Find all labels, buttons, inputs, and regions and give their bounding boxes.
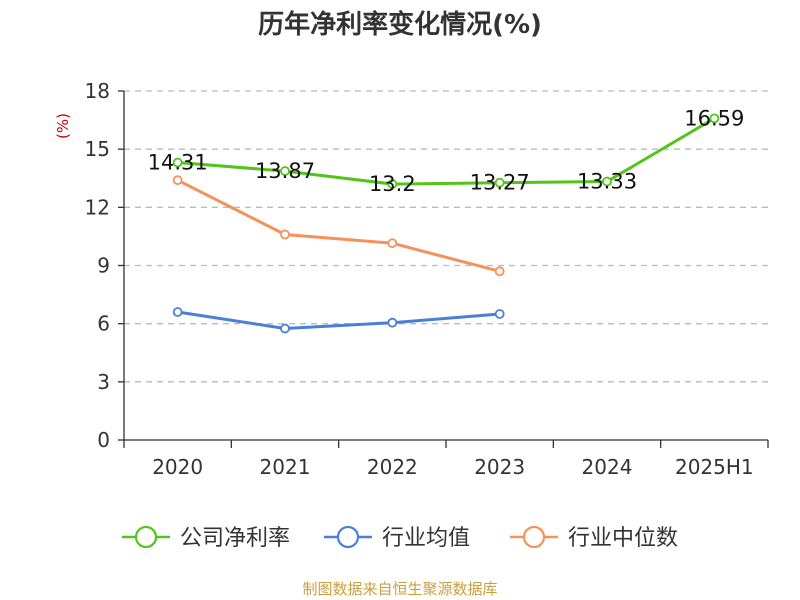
series-group	[172, 113, 720, 334]
series-point[interactable]	[709, 113, 720, 124]
series-point[interactable]	[387, 238, 398, 249]
series-line-1	[177, 310, 500, 331]
series-point[interactable]	[172, 175, 183, 186]
legend-swatch-marker	[336, 525, 360, 549]
data-label: 16.59	[684, 106, 744, 130]
chart-title: 历年净利率变化情况(%)	[258, 9, 542, 40]
series-line-0	[177, 117, 716, 186]
series-point[interactable]	[602, 176, 612, 187]
legend-item-1[interactable]: 行业均值	[324, 525, 470, 551]
legend-label: 行业中位数	[568, 526, 678, 551]
legend[interactable]: 公司净利率 行业均值 行业中位数	[122, 525, 678, 551]
data-label: 14.31	[148, 151, 208, 175]
y-tick-label: 6	[97, 312, 110, 336]
x-tick-label: 2024	[582, 455, 633, 479]
legend-swatch-marker	[134, 525, 158, 549]
x-tick-label: 2025H1	[675, 455, 754, 479]
data-labels: 14.31 13.87 13.2 13.27 13.33 16.59	[148, 106, 745, 196]
series-point[interactable]	[280, 229, 290, 240]
legend-item-0[interactable]: 公司净利率	[122, 525, 290, 551]
series-point[interactable]	[280, 323, 290, 334]
data-label: 13.87	[255, 159, 315, 183]
legend-item-2[interactable]: 行业中位数	[510, 525, 678, 551]
series-point[interactable]	[172, 307, 183, 317]
grid-lines	[124, 90, 768, 383]
data-source-note: 制图数据来自恒生聚源数据库	[302, 580, 497, 598]
series-point[interactable]	[280, 166, 290, 176]
series-point[interactable]	[494, 266, 505, 277]
x-tick-label: 2023	[474, 455, 525, 479]
legend-label: 行业均值	[382, 526, 470, 551]
data-label: 13.33	[577, 170, 637, 194]
series-point[interactable]	[494, 309, 505, 319]
series-point[interactable]	[387, 317, 398, 328]
legend-label: 公司净利率	[180, 526, 290, 551]
series-point[interactable]	[494, 177, 505, 188]
y-tick-label: 12	[85, 195, 110, 219]
legend-swatch-marker	[522, 525, 546, 549]
y-tick-label: 9	[97, 254, 110, 278]
x-tick-label: 2022	[367, 455, 418, 479]
data-label: 13.27	[470, 171, 530, 195]
y-tick-label: 15	[85, 137, 110, 161]
y-tick-label: 3	[97, 370, 110, 394]
series-point[interactable]	[387, 179, 398, 189]
series-line-2	[176, 178, 501, 273]
y-axis-unit: (%)	[54, 113, 72, 139]
series-point[interactable]	[172, 157, 183, 168]
y-tick-label: 0	[97, 428, 110, 452]
axes: 0 3 6 9 12 15 18 2020 2021 2022 2023 2024 2025H1	[85, 79, 769, 479]
data-label: 13.2	[369, 172, 416, 196]
x-tick-label: 2021	[260, 455, 311, 479]
x-tick-label: 2020	[152, 455, 203, 479]
y-tick-label: 18	[85, 79, 110, 103]
